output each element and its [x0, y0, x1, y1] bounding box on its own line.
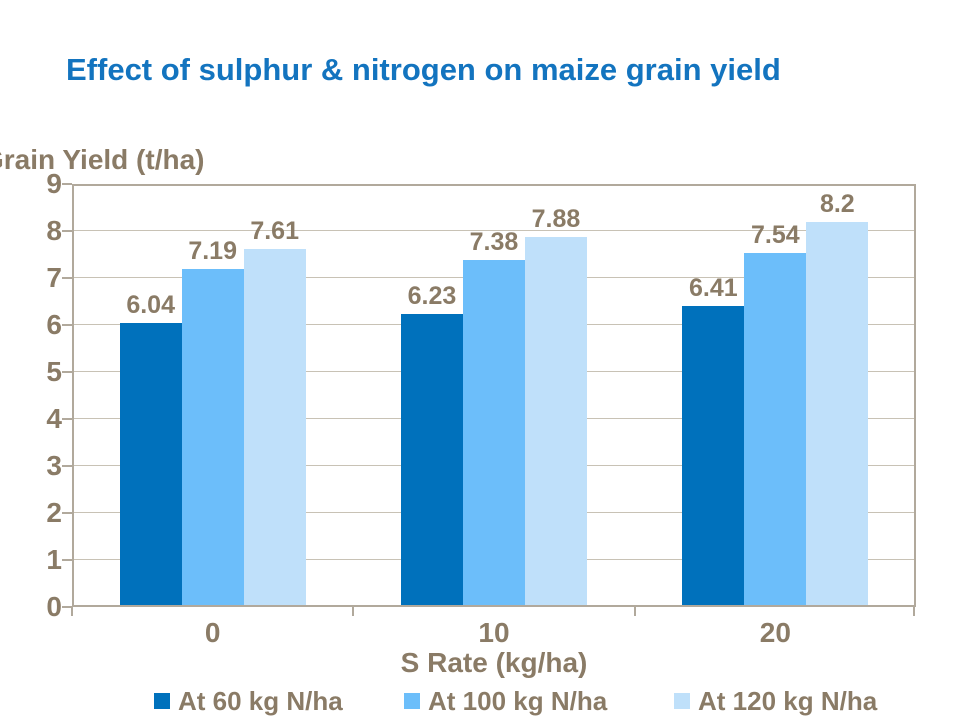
- bar-value-label: 7.61: [250, 217, 299, 246]
- x-tick-label: 20: [759, 617, 791, 648]
- legend-item-at-100-kg-n/ha: At 100 kg N/ha: [404, 686, 607, 716]
- y-tick-mark: [62, 606, 72, 608]
- bar-at-120-kg-n/ha-cat0: [243, 249, 306, 605]
- bar-value-label: 8.2: [819, 189, 855, 218]
- y-tick-label: 3: [46, 450, 62, 481]
- y-tick-mark: [62, 324, 72, 326]
- x-tick-label: 10: [478, 617, 510, 648]
- bar-at-120-kg-n/ha-cat10: [525, 236, 587, 605]
- bar-value-label: 7.54: [750, 220, 800, 249]
- legend-swatch-icon: [674, 693, 690, 709]
- y-tick-label: 4: [46, 403, 62, 434]
- x-tick-label: 0: [204, 617, 221, 648]
- legend-item-at-60-kg-n/ha: At 60 kg N/ha: [154, 686, 343, 716]
- x-tick-mark: [352, 607, 355, 616]
- x-tick-mark: [71, 607, 73, 616]
- y-tick-label: 8: [46, 215, 62, 246]
- bar-at-60-kg-n/ha-cat0: [119, 323, 182, 605]
- legend-label: At 120 kg N/ha: [698, 686, 878, 716]
- y-tick-mark: [62, 183, 72, 185]
- y-tick-label: 9: [46, 168, 62, 199]
- y-tick-mark: [62, 371, 72, 373]
- bar-value-label: 6.23: [407, 282, 457, 311]
- legend-swatch-icon: [404, 693, 420, 709]
- bar-at-120-kg-n/ha-cat20: [806, 221, 869, 605]
- y-axis-title: Grain Yield (t/ha): [0, 144, 205, 175]
- y-tick-label: 6: [46, 309, 62, 340]
- y-tick-label: 0: [46, 591, 62, 622]
- y-tick-mark: [62, 512, 72, 514]
- bar-value-label: 7.38: [469, 228, 519, 257]
- y-tick-mark: [62, 277, 72, 279]
- y-tick-mark: [62, 230, 72, 232]
- legend-item-at-120-kg-n/ha: At 120 kg N/ha: [674, 686, 877, 716]
- y-tick-mark: [62, 559, 72, 561]
- bar-value-label: 6.41: [688, 273, 738, 302]
- legend-label: At 100 kg N/ha: [428, 686, 608, 716]
- legend: At 60 kg N/ha At 100 kg N/ha At 120 kg N/h…: [0, 686, 960, 716]
- bar-at-60-kg-n/ha-cat20: [682, 305, 745, 605]
- bar-at-60-kg-n/ha-cat10: [401, 314, 463, 605]
- gridline: [74, 230, 914, 231]
- bar-value-label: 7.88: [531, 204, 581, 233]
- y-tick-label: 2: [46, 497, 62, 528]
- x-tick-mark: [913, 607, 915, 616]
- legend-swatch-icon: [154, 693, 170, 709]
- y-tick-label: 1: [46, 544, 62, 575]
- x-axis-title: S Rate (kg/ha): [400, 647, 588, 678]
- chart-title: Effect of sulphur & nitrogen on maize gr…: [66, 52, 781, 87]
- bar-at-100-kg-n/ha-cat0: [181, 269, 244, 605]
- plot-area: [72, 184, 916, 607]
- legend-label: At 60 kg N/ha: [178, 686, 343, 716]
- x-tick-mark: [633, 607, 636, 616]
- y-tick-label: 5: [46, 356, 62, 387]
- bar-at-100-kg-n/ha-cat10: [463, 260, 525, 605]
- bar-at-100-kg-n/ha-cat20: [744, 252, 807, 605]
- y-tick-mark: [62, 465, 72, 467]
- y-tick-label: 7: [46, 262, 62, 293]
- bar-value-label: 7.19: [188, 237, 237, 266]
- bar-value-label: 6.04: [126, 291, 175, 320]
- y-tick-mark: [62, 418, 72, 420]
